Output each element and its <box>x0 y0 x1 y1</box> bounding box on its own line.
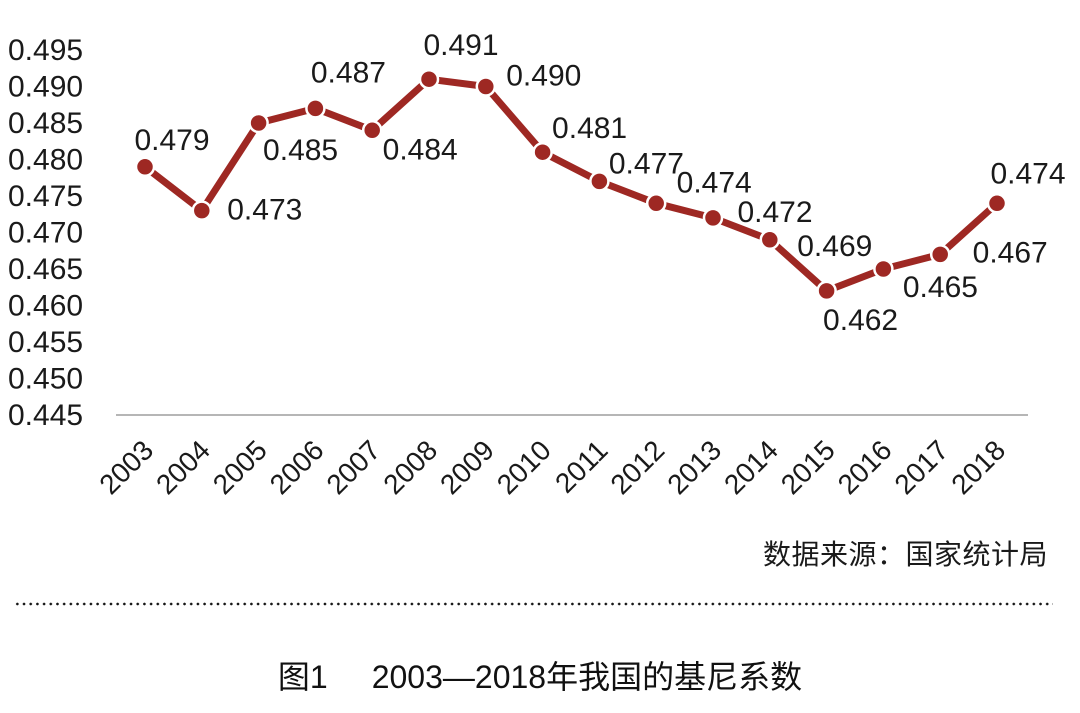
y-tick-label: 0.495 <box>8 34 83 67</box>
data-point-label: 0.487 <box>311 56 386 89</box>
data-point-label: 0.462 <box>823 304 898 337</box>
data-point-marker <box>645 193 667 214</box>
dotted-divider <box>14 602 1053 606</box>
data-point-label: 0.485 <box>263 134 338 167</box>
data-point-marker <box>361 120 383 141</box>
y-tick-label: 0.470 <box>8 217 83 250</box>
x-tick-label: 2007 <box>320 434 386 500</box>
x-tick-label: 2014 <box>718 434 784 500</box>
data-point-label: 0.474 <box>990 157 1065 190</box>
data-point-marker <box>191 200 213 221</box>
x-tick-label: 2015 <box>775 434 841 500</box>
data-point-marker <box>248 112 269 134</box>
y-tick-label: 0.485 <box>8 107 83 140</box>
x-tick-label: 2004 <box>150 434 216 500</box>
figure-caption-title: 2003—2018年我国的基尼系数 <box>371 659 803 695</box>
y-tick-label: 0.450 <box>8 363 83 396</box>
data-point-marker <box>475 76 497 97</box>
x-tick-label: 2003 <box>93 434 159 500</box>
data-point-marker <box>532 141 553 163</box>
figure-caption: 图1 2003—2018年我国的基尼系数 <box>0 652 1080 698</box>
x-tick-label: 2013 <box>661 434 727 500</box>
y-tick-label: 0.455 <box>8 326 83 359</box>
x-tick-label: 2008 <box>377 434 443 500</box>
data-point-marker <box>873 258 894 280</box>
data-point-marker <box>759 229 781 251</box>
data-point-marker <box>589 171 610 192</box>
data-point-label: 0.467 <box>973 236 1048 269</box>
data-point-label: 0.484 <box>383 133 458 166</box>
data-point-label: 0.477 <box>609 147 684 180</box>
x-tick-label: 2012 <box>604 434 670 500</box>
data-point-marker <box>702 207 724 229</box>
data-point-label: 0.469 <box>797 230 872 263</box>
data-source-note: 数据来源：国家统计局 <box>762 539 1048 570</box>
data-point-marker <box>305 98 326 119</box>
x-tick-label: 2018 <box>945 434 1011 500</box>
data-point-label: 0.479 <box>134 124 209 157</box>
data-point-marker <box>134 156 156 178</box>
x-tick-label: 2005 <box>207 434 273 500</box>
data-point-label: 0.474 <box>677 166 752 199</box>
y-tick-label: 0.465 <box>8 253 83 286</box>
series-line <box>141 75 1001 295</box>
x-tick-label: 2017 <box>888 434 954 500</box>
data-point-label: 0.481 <box>552 112 627 145</box>
x-tick-label: 2006 <box>264 434 330 500</box>
x-tick-label: 2009 <box>434 434 500 500</box>
data-point-marker <box>929 244 951 265</box>
y-tick-label: 0.475 <box>8 180 83 213</box>
y-tick-label: 0.445 <box>8 399 83 432</box>
figure-caption-label: 图1 <box>277 659 328 695</box>
x-tick-label: 2011 <box>549 434 614 499</box>
x-tick-label: 2016 <box>832 434 898 500</box>
data-point-label: 0.491 <box>423 29 498 62</box>
data-point-label: 0.465 <box>903 271 978 304</box>
y-tick-label: 0.460 <box>8 290 83 323</box>
gini-line-chart: 0.4950.4900.4850.4800.4750.4700.4650.460… <box>8 29 1066 500</box>
x-tick-label: 2010 <box>491 434 557 500</box>
data-point-marker <box>418 68 440 90</box>
data-point-label: 0.490 <box>506 60 581 93</box>
y-tick-label: 0.480 <box>8 144 83 177</box>
data-point-marker <box>816 280 837 302</box>
y-tick-label: 0.490 <box>8 71 83 104</box>
data-point-marker <box>986 193 1008 214</box>
data-point-label: 0.472 <box>737 196 812 229</box>
data-point-label: 0.473 <box>227 194 302 227</box>
